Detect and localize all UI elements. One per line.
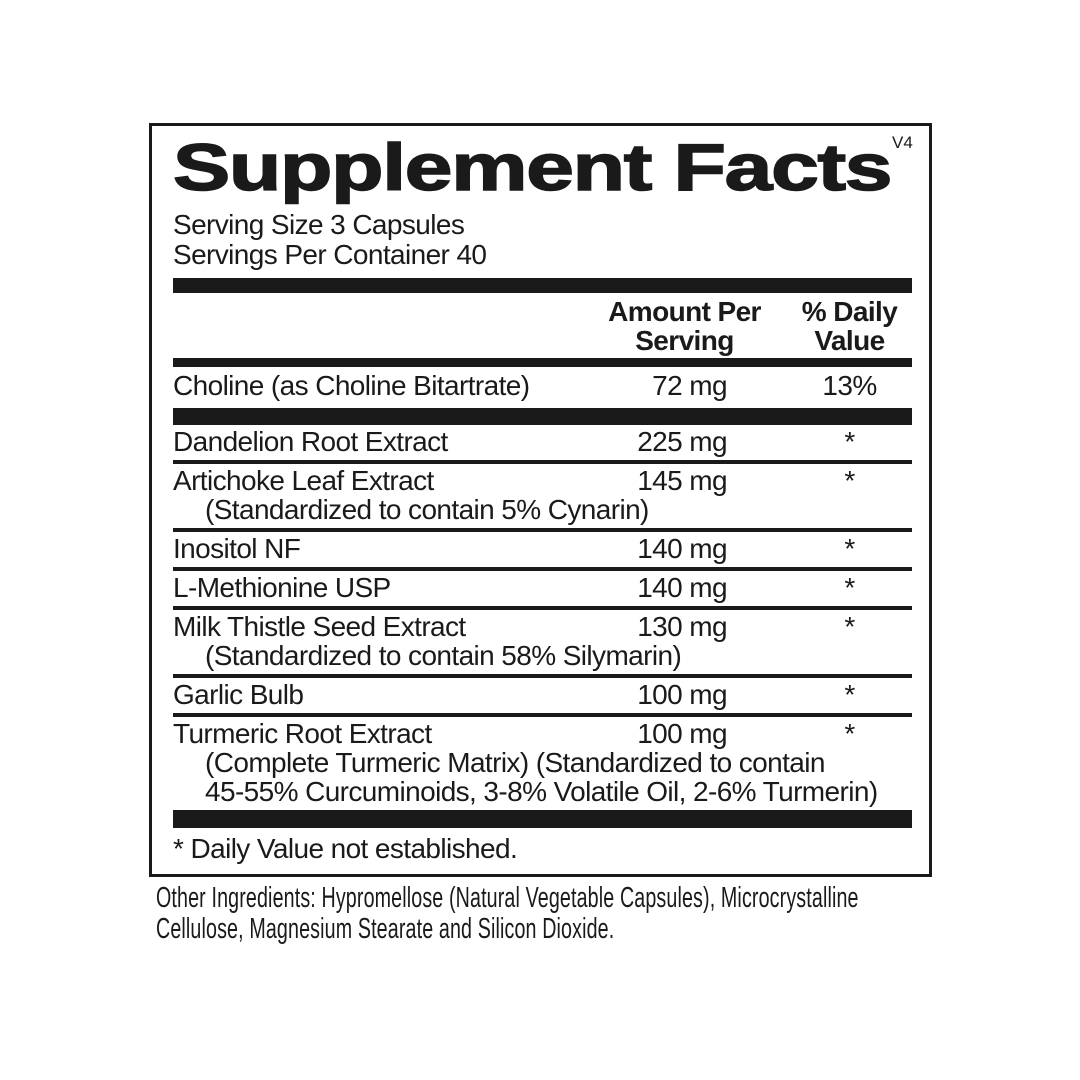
table-row: Turmeric Root Extract 100 mg * (Complete… — [173, 713, 912, 810]
ingredient-daily-value: * — [844, 718, 855, 749]
supplement-facts-panel: Supplement Facts V4 Serving Size 3 Capsu… — [149, 123, 932, 877]
table-row: Inositol NF 140 mg * — [173, 528, 912, 567]
ingredient-daily-value: * — [844, 572, 855, 603]
ingredient-daily-value: * — [844, 533, 855, 564]
version-superscript: V4 — [892, 133, 913, 152]
ingredient-name: L-Methionine USP — [173, 572, 391, 603]
ingredient-note: (Standardized to contain 58% Silymarin) — [205, 640, 682, 671]
other-ingredients: Other Ingredients: Hypromellose (Natural… — [156, 882, 859, 945]
ingredient-name: Dandelion Root Extract — [173, 426, 448, 457]
table-row: Artichoke Leaf Extract 145 mg * (Standar… — [173, 460, 912, 528]
table-row: Choline (as Choline Bitartrate) 72 mg 13… — [173, 367, 912, 408]
ingredient-note: (Complete Turmeric Matrix) (Standardized… — [205, 747, 878, 807]
table-row: Dandelion Root Extract 225 mg * — [173, 425, 912, 460]
panel-title: Supplement Facts — [172, 130, 893, 204]
ingredient-amount: 140 mg — [637, 572, 727, 603]
ingredient-daily-value: * — [844, 611, 855, 642]
divider-thick-top — [173, 278, 912, 293]
column-header-daily-value: % Daily Value — [801, 296, 898, 356]
ingredient-amount: 100 mg — [637, 679, 727, 710]
ingredient-daily-value: * — [844, 426, 855, 457]
column-header-amount: Amount Per Serving — [608, 296, 761, 356]
table-row: Garlic Bulb 100 mg * — [173, 674, 912, 713]
ingredient-note: (Standardized to contain 5% Cynarin) — [205, 494, 649, 525]
ingredient-daily-value: 13% — [822, 370, 877, 401]
ingredient-amount: 145 mg — [637, 465, 727, 496]
ingredient-daily-value: * — [844, 679, 855, 710]
table-header: Amount Per Serving % Daily Value — [173, 297, 912, 355]
ingredient-name: Milk Thistle Seed Extract — [173, 611, 466, 642]
daily-value-footnote: * Daily Value not established. — [173, 833, 518, 864]
ingredient-amount: 140 mg — [637, 533, 727, 564]
column-header-empty — [173, 297, 582, 355]
ingredient-name: Garlic Bulb — [173, 679, 304, 710]
table-row: L-Methionine USP 140 mg * — [173, 567, 912, 606]
ingredient-amount: 225 mg — [637, 426, 727, 457]
ingredient-rows: Dandelion Root Extract 225 mg * Artichok… — [173, 425, 912, 810]
ingredient-amount: 72 mg — [652, 370, 727, 401]
ingredient-amount: 130 mg — [637, 611, 727, 642]
ingredient-name: Artichoke Leaf Extract — [173, 465, 434, 496]
serving-size: Serving Size 3 Capsules — [173, 209, 465, 240]
ingredient-name: Turmeric Root Extract — [173, 718, 432, 749]
divider-thick-middle — [173, 408, 912, 425]
servings-per-container: Servings Per Container 40 — [173, 239, 487, 270]
divider-thick-bottom — [173, 810, 912, 828]
ingredient-name: Choline (as Choline Bitartrate) — [173, 370, 530, 401]
ingredient-name: Inositol NF — [173, 533, 301, 564]
divider-medium — [173, 358, 912, 367]
ingredient-amount: 100 mg — [637, 718, 727, 749]
ingredient-daily-value: * — [844, 465, 855, 496]
table-row: Milk Thistle Seed Extract 130 mg * (Stan… — [173, 606, 912, 674]
